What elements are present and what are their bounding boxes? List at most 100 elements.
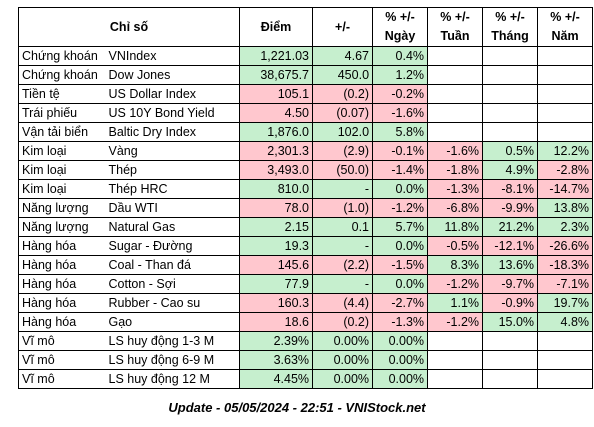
day-cell: -1.6% <box>372 103 429 123</box>
year-cell <box>537 369 594 389</box>
header-row-2: Ngày Tuần Tháng Năm <box>19 27 594 47</box>
indicator-name-cell: Gạo <box>105 312 241 332</box>
month-cell: 4.9% <box>482 160 539 180</box>
category-cell: Chứng khoán <box>18 65 106 85</box>
indicator-name-cell: VNIndex <box>105 46 241 66</box>
price-cell: 2.15 <box>239 217 314 237</box>
category-cell: Kim loại <box>18 179 106 199</box>
table-row: Vĩ mô LS huy động 1-3 M 2.39% 0.00% 0.00% <box>18 331 594 351</box>
week-cell <box>427 65 484 85</box>
category-cell: Vĩ mô <box>18 350 106 370</box>
month-cell <box>482 369 539 389</box>
week-cell <box>427 350 484 370</box>
indicator-name-cell: US 10Y Bond Yield <box>105 103 241 123</box>
change-cell: (4.4) <box>312 293 374 313</box>
month-cell <box>482 84 539 104</box>
table-row: Kim loại Thép HRC 810.0-0.0% -1.3% -8.1% -14.… <box>18 179 594 199</box>
price-cell: 38,675.7 <box>239 65 314 85</box>
year-cell: -2.8% <box>537 160 594 180</box>
week-cell: -6.8% <box>427 198 484 218</box>
header-change: +/- <box>312 7 374 47</box>
month-cell: -0.9% <box>482 293 539 313</box>
week-cell <box>427 103 484 123</box>
price-cell: 78.0 <box>239 198 314 218</box>
day-cell: 0.00% <box>372 350 429 370</box>
year-cell: 12.2% <box>537 141 594 161</box>
week-cell: -1.6% <box>427 141 484 161</box>
change-cell: 450.0 <box>312 65 374 85</box>
day-cell: 1.2% <box>372 65 429 85</box>
change-cell: 0.00% <box>312 331 374 351</box>
month-cell <box>482 46 539 66</box>
week-cell: 1.1% <box>427 293 484 313</box>
table-row: Kim loại Thép 3,493.0 (50.0) -1.4% -1.8% 4.9% -… <box>18 160 594 180</box>
day-cell: -0.2% <box>372 84 429 104</box>
day-cell: -1.5% <box>372 255 429 275</box>
day-cell: -1.3% <box>372 312 429 332</box>
table-row: Năng lượng Natural Gas 2.15 0.1 5.7% 11.8% 21.… <box>18 217 594 237</box>
category-cell: Hàng hóa <box>18 236 106 256</box>
header-week: Tuần <box>427 27 484 47</box>
day-cell: 0.00% <box>372 369 429 389</box>
header-pct-month: % +/- <box>482 7 539 27</box>
change-cell: (0.07) <box>312 103 374 123</box>
year-cell <box>537 122 594 142</box>
table-row: Vĩ mô LS huy động 6-9 M 3.63% 0.00% 0.00% <box>18 350 594 370</box>
week-cell: -1.8% <box>427 160 484 180</box>
category-cell: Kim loại <box>18 160 106 180</box>
year-cell: 13.8% <box>537 198 594 218</box>
indicator-name-cell: Rubber - Cao su <box>105 293 241 313</box>
indicator-name-cell: Coal - Than đá <box>105 255 241 275</box>
indicator-name-cell: Thép HRC <box>105 179 241 199</box>
category-cell: Hàng hóa <box>18 255 106 275</box>
price-cell: 2,301.3 <box>239 141 314 161</box>
price-cell: 3,493.0 <box>239 160 314 180</box>
indicator-name-cell: Cotton - Sợi <box>105 274 241 294</box>
price-cell: 19.3 <box>239 236 314 256</box>
market-summary-sheet: Chỉ số Điểm +/- % +/- % +/- % +/- % +/- … <box>17 7 594 389</box>
table-row: Chứng khoán Dow Jones 38,675.7 450.0 1.2% <box>18 65 594 85</box>
week-cell <box>427 84 484 104</box>
indicator-name-cell: Natural Gas <box>105 217 241 237</box>
indicator-name-cell: Thép <box>105 160 241 180</box>
table-row: Hàng hóa Coal - Than đá 145.6 (2.2) -1.5% 8.3… <box>18 255 594 275</box>
year-cell <box>537 350 594 370</box>
month-cell: -8.1% <box>482 179 539 199</box>
year-cell: -14.7% <box>537 179 594 199</box>
change-cell: 0.1 <box>312 217 374 237</box>
header-price: Điểm <box>239 7 314 47</box>
week-cell: -1.2% <box>427 312 484 332</box>
category-cell: Hàng hóa <box>18 312 106 332</box>
month-cell: 13.6% <box>482 255 539 275</box>
category-cell: Chứng khoán <box>18 46 106 66</box>
year-cell <box>537 84 594 104</box>
month-cell <box>482 65 539 85</box>
header-month: Tháng <box>482 27 539 47</box>
week-cell: -1.3% <box>427 179 484 199</box>
header-year: Năm <box>537 27 594 47</box>
day-cell: -2.7% <box>372 293 429 313</box>
category-cell: Hàng hóa <box>18 293 106 313</box>
year-cell <box>537 103 594 123</box>
change-cell: - <box>312 274 374 294</box>
indicator-name-cell: Sugar - Đường <box>105 236 241 256</box>
week-cell: 11.8% <box>427 217 484 237</box>
category-cell: Vận tải biển <box>18 122 106 142</box>
header-row-1: Chỉ số Điểm +/- % +/- % +/- % +/- % +/- <box>17 7 594 47</box>
table-row: Hàng hóa Rubber - Cao su 160.3 (4.4) -2.7% 1.… <box>18 293 594 313</box>
month-cell: 21.2% <box>482 217 539 237</box>
table-row: Trái phiếu US 10Y Bond Yield 4.50 (0.07) -1.… <box>18 103 594 123</box>
indicator-name-cell: Dầu WTI <box>105 198 241 218</box>
change-cell: (1.0) <box>312 198 374 218</box>
indicator-name-cell: LS huy động 6-9 M <box>105 350 241 370</box>
year-cell: -7.1% <box>537 274 594 294</box>
day-cell: 5.7% <box>372 217 429 237</box>
change-cell: (2.9) <box>312 141 374 161</box>
year-cell <box>537 46 594 66</box>
header-pct-day: % +/- <box>372 7 429 27</box>
year-cell: 2.3% <box>537 217 594 237</box>
change-cell: (2.2) <box>312 255 374 275</box>
week-cell: -1.2% <box>427 274 484 294</box>
indicator-name-cell: Dow Jones <box>105 65 241 85</box>
year-cell: -18.3% <box>537 255 594 275</box>
